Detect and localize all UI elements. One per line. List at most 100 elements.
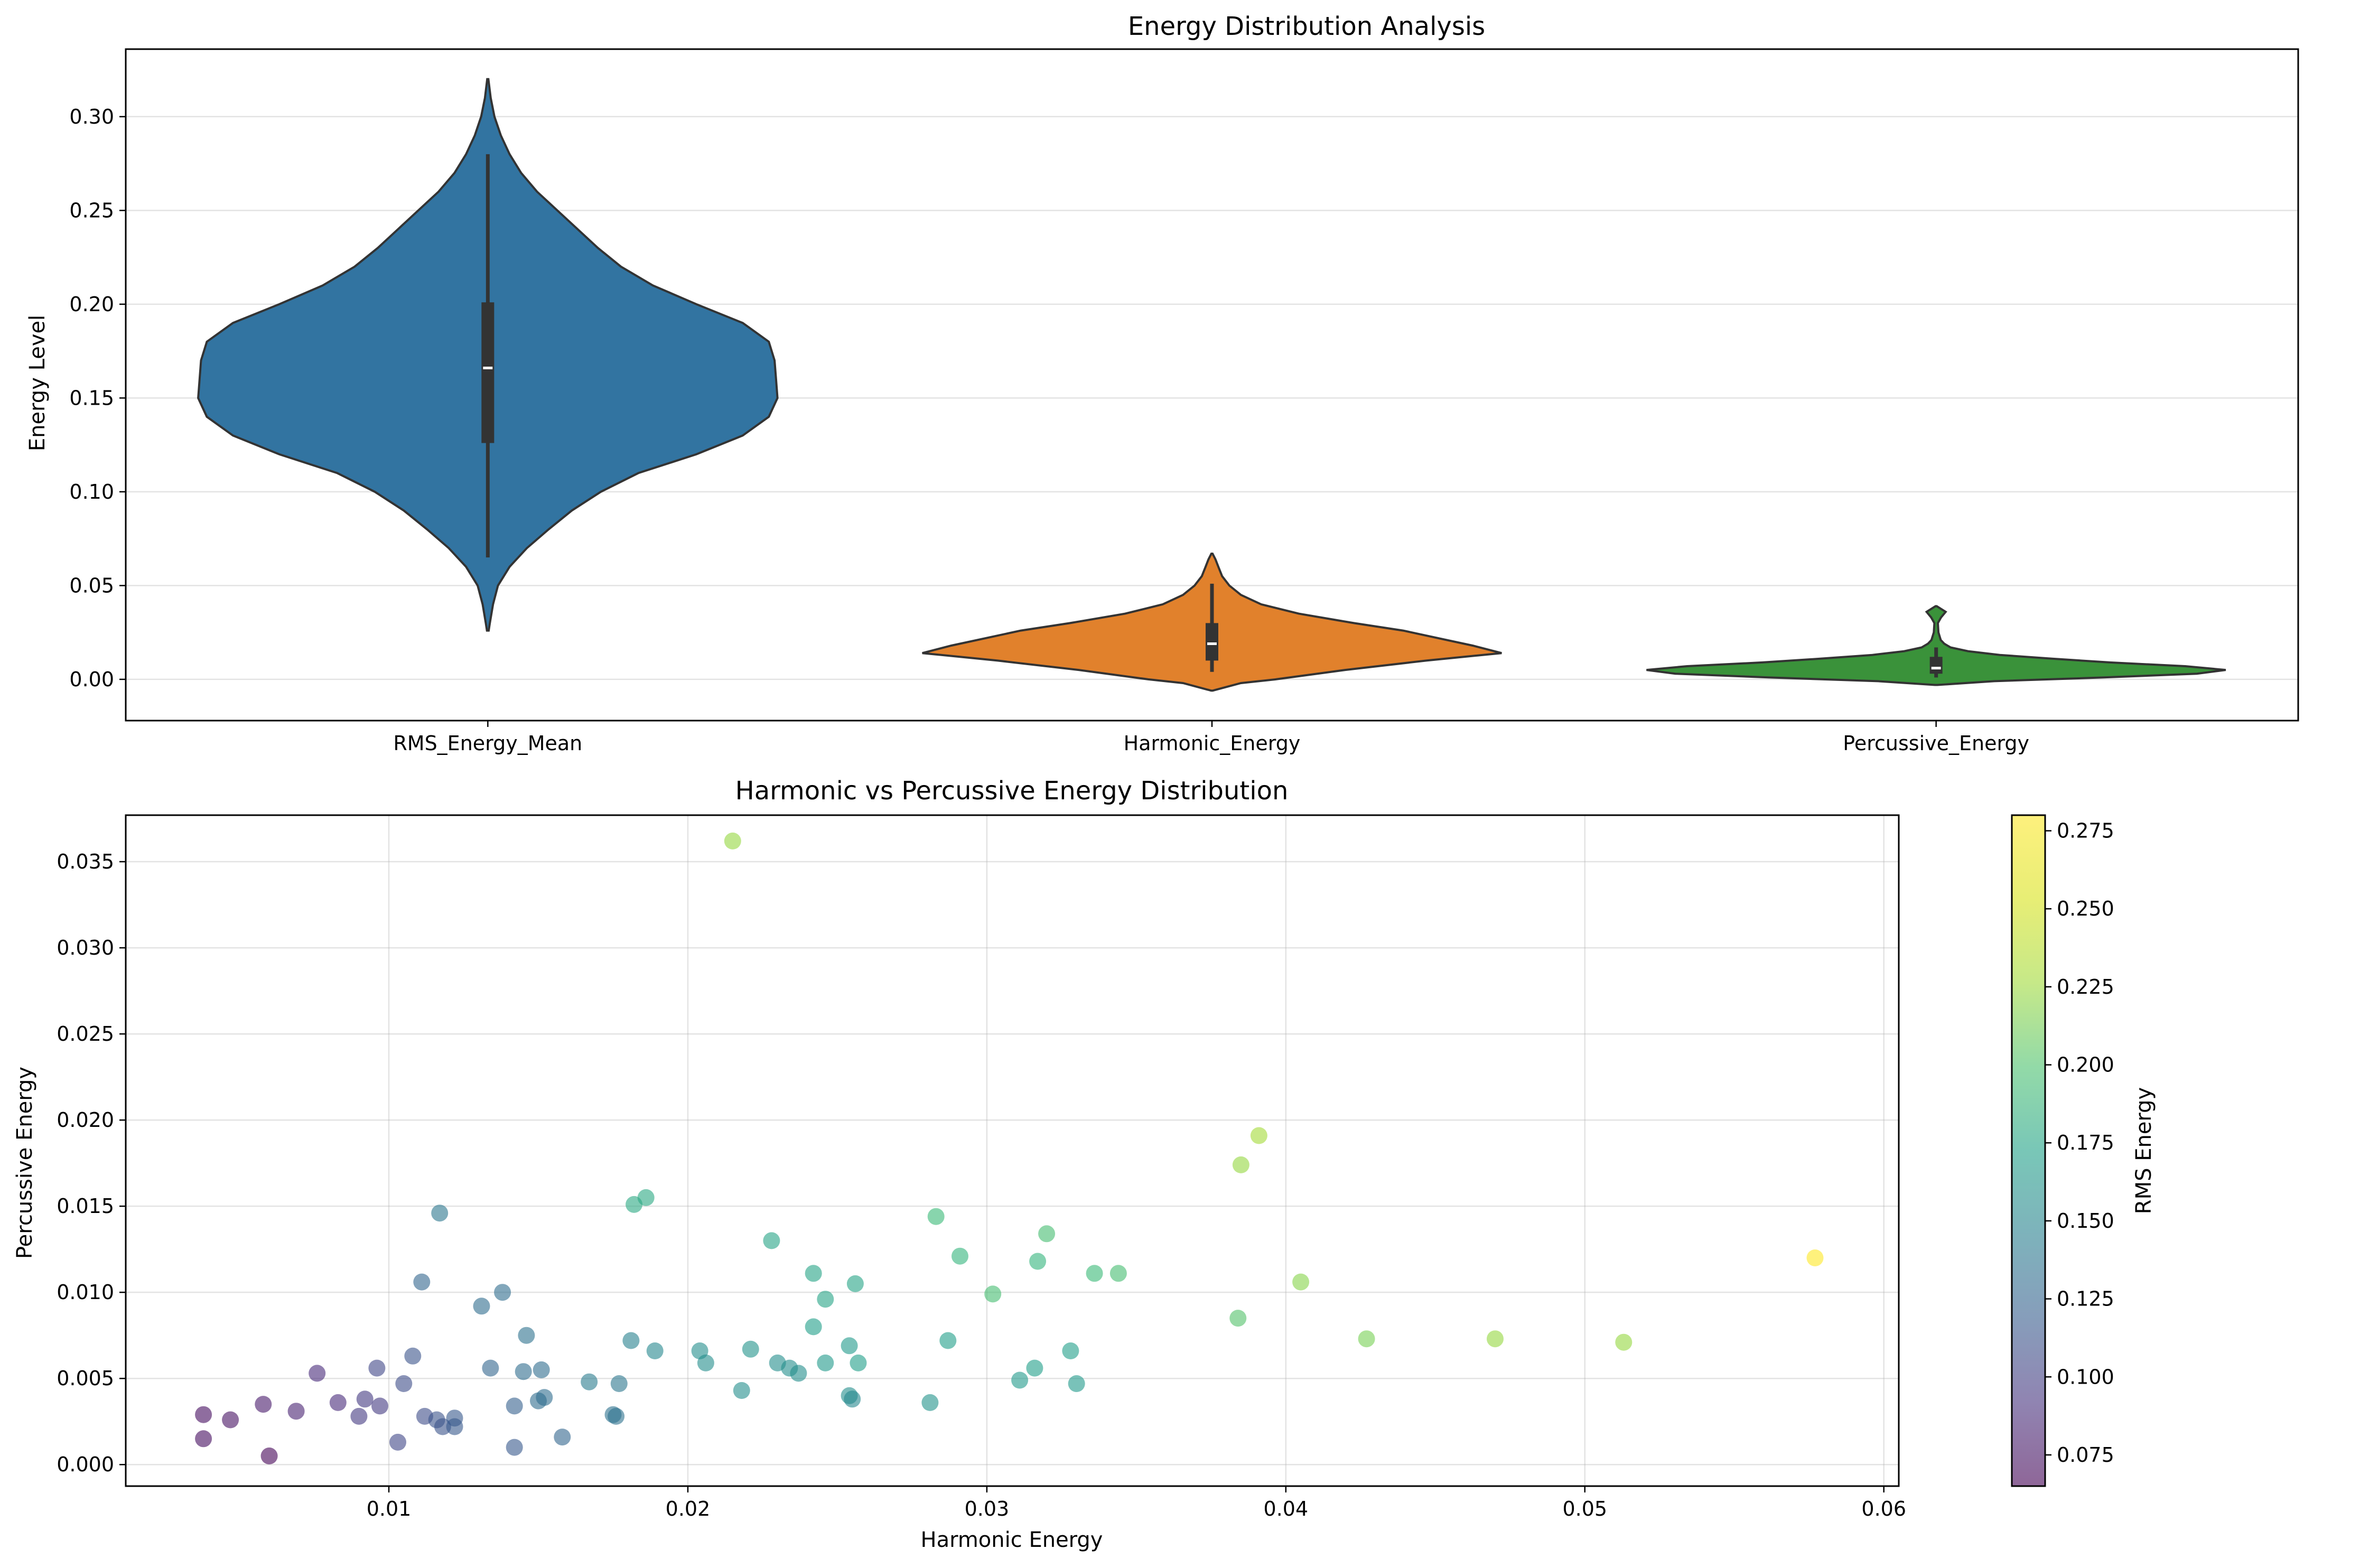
scatter-point — [984, 1285, 1002, 1303]
scatter-point — [610, 1375, 628, 1392]
colorbar-tick-label: 0.225 — [2057, 975, 2114, 998]
scatter-y-axis-label: Percussive Energy — [13, 1067, 37, 1259]
scatter-point — [554, 1429, 571, 1446]
scatter-point — [1229, 1310, 1247, 1327]
violin-y-tick-label: 0.25 — [69, 199, 114, 222]
scatter-point — [287, 1403, 305, 1420]
colorbar-tick-label: 0.175 — [2057, 1131, 2114, 1154]
violin-x-tick-label: RMS_Energy_Mean — [393, 732, 582, 755]
scatter-point — [255, 1396, 272, 1413]
scatter-point — [515, 1363, 532, 1380]
scatter-y-tick-label: 0.030 — [57, 936, 114, 959]
scatter-point — [473, 1298, 490, 1315]
scatter-point — [817, 1291, 834, 1308]
scatter-point — [494, 1284, 511, 1301]
scatter-point — [1011, 1371, 1029, 1389]
scatter-point — [844, 1390, 861, 1408]
violin-y-tick-label: 0.15 — [69, 386, 114, 409]
colorbar-ticks: 0.075 0.100 0.125 0.150 0.175 0.200 0.225 0.250… — [2045, 819, 2114, 1467]
scatter-point — [1615, 1333, 1633, 1351]
scatter-y-tick-label: 0.035 — [57, 850, 114, 873]
scatter-y-tick-label: 0.005 — [57, 1367, 114, 1390]
colorbar-tick-label: 0.250 — [2057, 897, 2114, 920]
violin-y-ticks: 0.00 0.05 0.10 0.15 0.20 0.25 0.30 — [69, 105, 126, 691]
scatter-point — [697, 1354, 714, 1371]
scatter-point — [260, 1447, 278, 1464]
scatter-point — [1068, 1375, 1085, 1392]
scatter-point — [195, 1406, 212, 1423]
scatter-point — [404, 1347, 422, 1365]
scatter-point — [1806, 1249, 1824, 1266]
scatter-plot-panel: Harmonic vs Percussive Energy Distributi… — [13, 776, 1906, 1552]
violin-y-axis-label: Energy Level — [25, 315, 50, 451]
scatter-points — [195, 832, 1824, 1464]
scatter-point — [482, 1359, 499, 1377]
violin-bodies — [197, 78, 2226, 692]
scatter-point — [939, 1332, 957, 1349]
scatter-point — [608, 1407, 625, 1425]
scatter-x-axis-label: Harmonic Energy — [921, 1528, 1103, 1552]
scatter-point — [1487, 1330, 1504, 1348]
violin-x-tick-label: Harmonic_Energy — [1124, 732, 1301, 755]
scatter-point — [581, 1373, 598, 1390]
violin-y-tick-label: 0.10 — [69, 480, 114, 503]
violin-y-tick-label: 0.20 — [69, 293, 114, 316]
scatter-point — [536, 1389, 553, 1406]
colorbar-tick-label: 0.200 — [2057, 1053, 2114, 1077]
violin-iqr-box-Harmonic_Energy — [1206, 623, 1218, 661]
violin-y-tick-label: 0.30 — [69, 105, 114, 128]
scatter-point — [1026, 1359, 1043, 1377]
scatter-point — [350, 1407, 368, 1425]
scatter-point — [927, 1208, 945, 1225]
scatter-chart-title: Harmonic vs Percussive Energy Distributi… — [735, 776, 1289, 806]
scatter-point — [921, 1394, 939, 1411]
colorbar-label: RMS Energy — [2132, 1087, 2156, 1214]
scatter-y-tick-label: 0.020 — [57, 1108, 114, 1132]
scatter-point — [518, 1327, 535, 1344]
scatter-gridlines — [126, 815, 1899, 1486]
scatter-y-tick-label: 0.010 — [57, 1281, 114, 1304]
scatter-x-tick-label: 0.06 — [1861, 1497, 1906, 1520]
colorbar-tick-label: 0.100 — [2057, 1365, 2114, 1388]
scatter-point — [1250, 1127, 1267, 1144]
colorbar-tick-label: 0.075 — [2057, 1443, 2114, 1467]
scatter-x-tick-label: 0.04 — [1264, 1497, 1309, 1520]
violin-y-tick-label: 0.05 — [69, 574, 114, 597]
scatter-point — [368, 1359, 386, 1377]
scatter-axes-frame — [125, 814, 1900, 1487]
scatter-point — [329, 1394, 347, 1411]
scatter-point — [1109, 1265, 1127, 1282]
scatter-point — [1358, 1330, 1375, 1348]
scatter-point — [805, 1265, 822, 1282]
scatter-point — [1029, 1253, 1047, 1270]
scatter-x-ticks: 0.01 0.02 0.03 0.04 0.05 0.06 — [367, 1486, 1906, 1520]
violin-iqr-box-Percussive_Energy — [1929, 657, 1943, 674]
scatter-point — [952, 1247, 968, 1265]
colorbar-gradient — [2012, 815, 2045, 1486]
colorbar-tick-label: 0.150 — [2057, 1209, 2114, 1233]
scatter-point — [395, 1375, 413, 1392]
scatter-y-ticks: 0.000 0.005 0.010 0.015 0.020 0.025 0.030 0.035 — [57, 850, 126, 1476]
scatter-point — [389, 1433, 406, 1451]
scatter-y-tick-label: 0.000 — [57, 1453, 114, 1476]
violin-x-ticks: RMS_Energy_Mean Harmonic_Energy Percussive… — [393, 721, 2029, 755]
colorbar-tick-label: 0.125 — [2057, 1287, 2114, 1311]
scatter-point — [533, 1361, 550, 1378]
violin-y-tick-label: 0.00 — [69, 668, 114, 691]
scatter-point — [1292, 1273, 1310, 1291]
scatter-x-tick-label: 0.05 — [1562, 1497, 1607, 1520]
scatter-point — [805, 1318, 822, 1336]
scatter-point — [413, 1273, 431, 1291]
scatter-point — [850, 1354, 867, 1371]
scatter-point — [506, 1439, 523, 1456]
scatter-point — [733, 1382, 750, 1399]
colorbar-tick-label: 0.275 — [2057, 819, 2114, 843]
scatter-point — [1086, 1265, 1103, 1282]
scatter-point — [763, 1232, 780, 1249]
violin-body-Percussive_Energy — [1646, 605, 2226, 686]
violin-iqr-box-RMS_Energy_Mean — [481, 302, 495, 443]
scatter-point — [1062, 1342, 1079, 1359]
scatter-x-tick-label: 0.01 — [367, 1497, 412, 1520]
scatter-point — [742, 1340, 759, 1358]
violin-axes-frame — [125, 48, 2299, 722]
